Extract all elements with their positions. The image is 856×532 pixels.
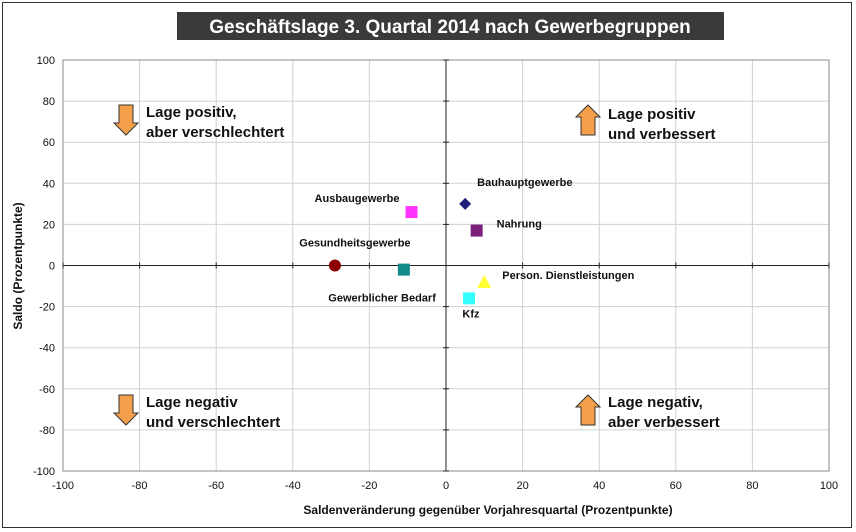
x-tick-label: -100 — [52, 480, 74, 492]
quadrant-label-line: Lage negativ, — [608, 394, 703, 411]
quadrant-label-line: Lage positiv, — [146, 104, 237, 121]
x-tick-label: -80 — [132, 480, 148, 492]
x-axis-title: Saldenveränderung gegenüber Vorjahresqua… — [303, 503, 672, 517]
arrow-down-icon — [112, 394, 140, 426]
x-tick-label: -40 — [285, 480, 301, 492]
quadrant-label: Lage positiv und verbessert — [574, 104, 716, 143]
y-tick-label: -80 — [39, 425, 55, 437]
data-points — [328, 197, 492, 305]
arrow-down-icon — [112, 104, 140, 136]
quadrant-label: Lage negativ und verschlechtert — [112, 394, 280, 431]
chart-title: Geschäftslage 3. Quartal 2014 nach Gewer… — [209, 17, 691, 38]
data-point — [405, 206, 418, 219]
quadrant-label-line: und verschlechtert — [146, 414, 280, 431]
quadrant-label-line: Lage positiv — [608, 106, 696, 123]
y-tick-label: 20 — [43, 219, 55, 231]
y-tick-label: -100 — [33, 466, 55, 478]
arrow-up-icon — [574, 394, 602, 426]
chart-title-background — [177, 12, 724, 40]
quadrant-label: Lage positiv, aber verschlechtert — [112, 104, 284, 141]
quadrant-label-line: aber verschlechtert — [146, 124, 284, 141]
y-tick-label: -20 — [39, 302, 55, 314]
data-point — [462, 292, 475, 305]
y-tick-label: -40 — [39, 343, 55, 355]
x-tick-label: 80 — [746, 480, 758, 492]
y-tick-labels: 100 80 60 40 20 0 -20 -40 -60 -80 -100 — [33, 55, 55, 478]
axes — [62, 59, 830, 472]
chart-title-group: Geschäftslage 3. Quartal 2014 nach Gewer… — [177, 12, 724, 40]
x-tick-label: -20 — [361, 480, 377, 492]
data-point — [459, 197, 472, 210]
x-tick-label: 40 — [593, 480, 605, 492]
x-tick-label: -60 — [208, 480, 224, 492]
data-point — [397, 263, 410, 276]
y-tick-label: 40 — [43, 178, 55, 190]
data-point — [470, 224, 483, 237]
y-tick-label: 80 — [43, 96, 55, 108]
y-tick-label: 60 — [43, 137, 55, 149]
data-point — [477, 274, 492, 288]
arrow-up-icon — [574, 104, 602, 136]
point-label: Gesundheitsgewerbe — [299, 238, 410, 250]
x-tick-label: 60 — [670, 480, 682, 492]
x-tick-labels: -100 -80 -60 -40 -20 0 20 40 60 80 100 — [52, 480, 838, 492]
quadrant-label: Lage negativ, aber verbessert — [574, 394, 720, 431]
point-label: Person. Dienstleistungen — [502, 270, 634, 282]
y-tick-label: -60 — [39, 384, 55, 396]
point-labels: Bauhauptgewerbe Ausbaugewerbe Nahrung Gesun… — [299, 177, 634, 321]
quadrant-label-line: aber verbessert — [608, 414, 720, 431]
quadrant-label-line: und verbessert — [608, 126, 716, 143]
x-tick-label: 0 — [443, 480, 449, 492]
point-label: Kfz — [462, 308, 480, 320]
point-label: Bauhauptgewerbe — [477, 177, 572, 189]
point-label: Gewerblicher Bedarf — [328, 293, 436, 305]
y-tick-label: 100 — [37, 55, 55, 67]
y-axis-title: Saldo (Prozentpunkte) — [11, 202, 25, 329]
quadrant-label-line: Lage negativ — [146, 394, 238, 411]
point-label: Ausbaugewerbe — [315, 193, 400, 205]
x-tick-label: 20 — [516, 480, 528, 492]
y-tick-label: 0 — [49, 261, 55, 273]
point-label: Nahrung — [497, 219, 542, 231]
data-point — [328, 259, 341, 272]
x-tick-label: 100 — [820, 480, 838, 492]
